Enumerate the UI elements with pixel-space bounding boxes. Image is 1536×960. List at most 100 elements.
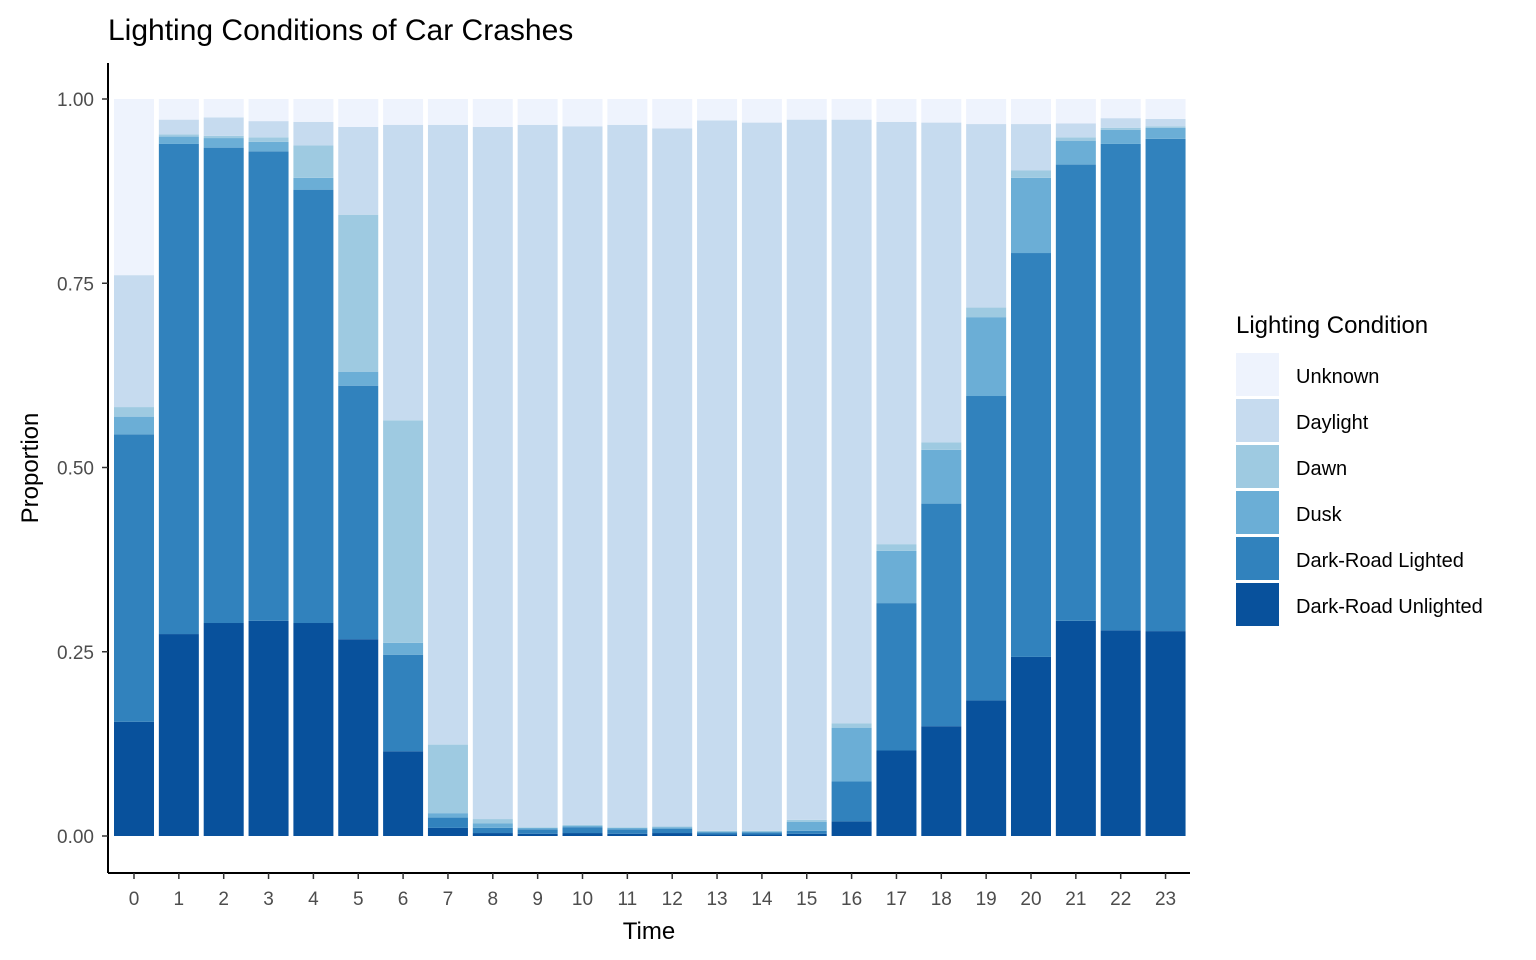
- bar-segment-dawn-10: [562, 824, 603, 826]
- bar-segment-dawn-14: [741, 830, 782, 832]
- x-axis-ticks: 0 1 2 3 4 5 6 7 8 9 10 11 12 13 14 15 16 17 18 19 20 21 22 23: [129, 873, 1176, 910]
- bar-segment-dark-road-lighted-0: [114, 434, 154, 722]
- bar-segment-dawn-22: [1100, 127, 1141, 130]
- legend-swatch-dawn: [1236, 445, 1279, 488]
- bar-segment-dusk-9: [517, 827, 558, 830]
- x-tick-label: 14: [751, 889, 773, 910]
- bar-segment-unknown-7: [427, 99, 468, 125]
- bar-segment-dusk-22: [1100, 129, 1141, 144]
- bar-segment-daylight-8: [472, 127, 513, 820]
- bar-segment-daylight-14: [741, 122, 782, 831]
- bar-segment-dark-road-unlighted-4: [293, 623, 334, 836]
- bar-segment-dark-road-unlighted-5: [338, 639, 379, 836]
- y-tick-label: 0.00: [57, 827, 94, 848]
- bar-segment-daylight-13: [697, 120, 738, 831]
- bar-segment-dusk-4: [293, 177, 334, 190]
- bar-segment-dark-road-lighted-19: [966, 396, 1007, 701]
- bar-segment-unknown-9: [517, 99, 558, 125]
- bar-segment-unknown-2: [203, 99, 244, 118]
- bar-segment-unknown-22: [1100, 99, 1141, 119]
- bar-segment-dark-road-lighted-4: [293, 189, 334, 624]
- bar-segment-dark-road-lighted-17: [876, 603, 917, 751]
- bar-segment-dark-road-unlighted-22: [1100, 630, 1141, 836]
- bar-segment-dawn-23: [1145, 126, 1186, 128]
- legend-swatch-unknown: [1236, 353, 1279, 396]
- y-tick-label: 0.50: [57, 459, 94, 480]
- bar-segment-dark-road-lighted-22: [1100, 143, 1141, 631]
- bar-segment-daylight-5: [338, 127, 379, 215]
- bar-segment-unknown-4: [293, 99, 334, 122]
- bar-segment-daylight-23: [1145, 118, 1186, 127]
- y-tick-label: 0.25: [57, 643, 94, 664]
- bar-segment-daylight-12: [652, 128, 693, 827]
- bar-segment-dark-road-unlighted-7: [427, 827, 468, 836]
- bar-segment-dark-road-lighted-15: [786, 830, 827, 834]
- x-tick-label: 5: [353, 889, 364, 910]
- bar-segment-dawn-20: [1011, 170, 1051, 178]
- bar-segment-unknown-23: [1145, 99, 1186, 119]
- bar-segment-dusk-17: [876, 550, 917, 604]
- x-tick-label: 1: [174, 889, 185, 910]
- bar-segment-dark-road-unlighted-19: [966, 700, 1007, 836]
- x-tick-label: 20: [1020, 889, 1041, 910]
- bar-segment-dawn-15: [786, 819, 827, 822]
- bar-segment-dark-road-lighted-9: [517, 829, 558, 834]
- bar-segment-dusk-5: [338, 371, 379, 386]
- bar-segment-unknown-10: [562, 99, 603, 127]
- bar-segment-dusk-16: [831, 727, 872, 782]
- bar-segment-dark-road-lighted-11: [607, 829, 648, 834]
- legend-swatch-daylight: [1236, 399, 1279, 442]
- bar-segment-dark-road-lighted-14: [741, 832, 782, 835]
- bar-segment-unknown-18: [921, 99, 962, 123]
- bar-segment-dawn-7: [427, 744, 468, 814]
- bar-segment-daylight-20: [1011, 124, 1051, 171]
- legend-label: Unknown: [1296, 366, 1379, 388]
- bar-segment-dark-road-unlighted-3: [248, 620, 289, 836]
- bar-segment-dark-road-lighted-23: [1145, 138, 1186, 632]
- bar-segment-dusk-18: [921, 449, 962, 504]
- bar-segment-daylight-17: [876, 121, 917, 545]
- bar-segment-dark-road-unlighted-21: [1055, 620, 1096, 836]
- bar-segment-dark-road-unlighted-20: [1011, 656, 1051, 836]
- bar-segment-daylight-15: [786, 119, 827, 820]
- bar-segment-daylight-4: [293, 121, 334, 146]
- bars-layer: [114, 99, 1186, 836]
- bar-segment-dark-road-lighted-7: [427, 817, 468, 828]
- legend-label: Daylight: [1296, 412, 1369, 434]
- bar-segment-unknown-11: [607, 99, 648, 125]
- bar-segment-unknown-16: [831, 99, 872, 120]
- bar-segment-dusk-12: [652, 827, 693, 829]
- bar-segment-daylight-10: [562, 126, 603, 825]
- bar-segment-daylight-6: [383, 124, 424, 421]
- bar-segment-dawn-6: [383, 420, 424, 643]
- bar-segment-daylight-7: [427, 124, 468, 745]
- x-tick-label: 2: [218, 889, 229, 910]
- bar-segment-unknown-14: [741, 99, 782, 123]
- bar-segment-dark-road-lighted-10: [562, 827, 603, 834]
- x-tick-label: 0: [129, 889, 140, 910]
- legend-label: Dawn: [1296, 458, 1347, 480]
- bar-segment-dark-road-unlighted-1: [158, 634, 199, 836]
- x-tick-label: 3: [263, 889, 274, 910]
- bar-segment-dark-road-unlighted-6: [383, 751, 424, 836]
- x-tick-label: 19: [976, 889, 997, 910]
- bar-segment-dusk-19: [966, 317, 1007, 397]
- bar-segment-dark-road-unlighted-8: [472, 833, 513, 836]
- x-tick-label: 17: [886, 889, 907, 910]
- bar-segment-dark-road-lighted-6: [383, 654, 424, 752]
- bar-segment-dawn-13: [697, 830, 738, 832]
- bar-segment-dusk-10: [562, 825, 603, 828]
- bar-segment-daylight-3: [248, 121, 289, 138]
- bar-segment-daylight-11: [607, 124, 648, 828]
- bar-segment-dark-road-lighted-21: [1055, 164, 1096, 621]
- bar-segment-daylight-9: [517, 124, 558, 828]
- x-tick-label: 23: [1155, 889, 1176, 910]
- bar-segment-dawn-11: [607, 827, 648, 828]
- x-axis-title: Time: [623, 918, 675, 945]
- x-tick-label: 18: [931, 889, 952, 910]
- legend-swatch-dusk: [1236, 491, 1279, 534]
- bar-segment-dawn-1: [158, 134, 199, 137]
- bar-segment-dawn-12: [652, 826, 693, 828]
- bar-segment-dark-road-lighted-3: [248, 151, 289, 621]
